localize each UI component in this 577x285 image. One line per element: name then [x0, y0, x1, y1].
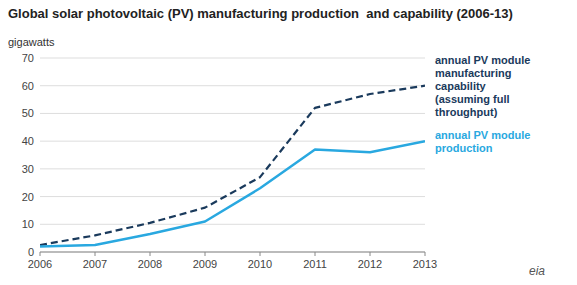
x-tick-label: 2007: [83, 258, 107, 270]
series-label: annual PV modulemanufacturingcapability(…: [435, 54, 530, 118]
grid-line: [40, 196, 425, 197]
grid-line: [40, 168, 425, 169]
series-line: [40, 141, 425, 246]
x-tick-label: 2009: [193, 258, 217, 270]
x-tick: [205, 252, 206, 256]
grid-line: [40, 141, 425, 142]
plot-area: [40, 86, 425, 247]
x-tick: [95, 252, 96, 256]
x-tick: [425, 252, 426, 256]
x-tick-label: 2013: [413, 258, 437, 270]
y-axis-label: gigawatts: [8, 36, 55, 48]
logo-text: eia: [529, 264, 545, 278]
series-line: [40, 86, 425, 245]
y-tick-label: 60: [22, 80, 34, 92]
y-tick-label: 30: [22, 163, 34, 175]
x-tick-label: 2012: [358, 258, 382, 270]
y-tick-label: 40: [22, 135, 34, 147]
y-tick-label: 10: [22, 218, 34, 230]
x-tick: [370, 252, 371, 256]
title: Global solar photovoltaic (PV) manufactu…: [8, 6, 513, 21]
y-tick-label: 50: [22, 107, 34, 119]
x-axis-line: [40, 252, 425, 253]
chart: Global solar photovoltaic (PV) manufactu…: [0, 0, 577, 285]
y-tick-label: 0: [28, 246, 34, 258]
x-tick: [40, 252, 41, 256]
x-tick: [260, 252, 261, 256]
series-label: annual PV moduleproduction: [435, 129, 530, 154]
grid-line: [40, 85, 425, 86]
grid-line: [40, 58, 425, 59]
x-tick: [150, 252, 151, 256]
x-tick-label: 2011: [303, 258, 327, 270]
y-tick-label: 70: [22, 52, 34, 64]
grid-line: [40, 224, 425, 225]
x-tick-label: 2006: [28, 258, 52, 270]
x-tick-label: 2010: [248, 258, 272, 270]
x-tick: [315, 252, 316, 256]
y-tick-label: 20: [22, 191, 34, 203]
grid-line: [40, 113, 425, 114]
grid-line: [40, 252, 425, 253]
x-tick-label: 2008: [138, 258, 162, 270]
